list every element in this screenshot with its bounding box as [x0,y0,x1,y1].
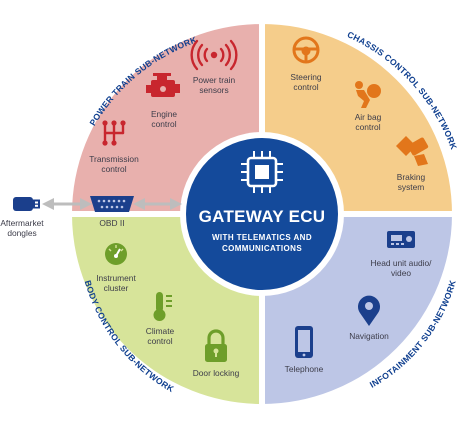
antenna-signal-icon [190,39,238,71]
transmission-control-label-1: Transmission [89,154,139,164]
steering-control-label-1: Steering [290,72,322,82]
power-train-sensors-label-1: Power train [193,75,236,85]
thermometer-icon [153,292,172,321]
dongle-label-2: dongles [7,228,36,238]
gauge-icon [105,243,127,265]
gear-shift-icon [102,120,126,146]
radio-icon [387,231,415,248]
transmission-control-label-2: control [101,164,126,174]
door-locking-label: Door locking [193,368,240,378]
brake-pedal-icon [396,136,429,166]
steering-control-label-2: control [293,82,318,92]
airbag-control-label-1: Air bag [355,112,382,122]
chip-icon [241,151,283,193]
climate-control-label-1: Climate [146,326,175,336]
obd-label: OBD II [99,218,124,228]
instrument-cluster-label-2: cluster [104,283,129,293]
padlock-icon [205,329,227,362]
gateway-hub [186,138,338,290]
airbag-control-label-2: control [355,122,380,132]
engine-control-label-2: control [151,119,176,129]
obd-connector-icon [90,196,134,212]
power-train-sensors-label-2: sensors [199,85,228,95]
climate-control-label-2: control [147,336,172,346]
smartphone-icon [295,326,313,358]
engine-icon [146,73,180,97]
usb-dongle-icon [13,197,40,211]
gateway-subtitle-line2: COMMUNICATIONS [222,244,302,253]
instrument-cluster-label-1: Instrument [96,273,136,283]
gateway-subtitle-line1: WITH TELEMATICS AND [212,233,312,242]
airbag-icon [355,81,381,108]
gateway-title: GATEWAY ECU [199,207,326,226]
braking-system-label-2: system [398,182,425,192]
engine-control-label-1: Engine [151,109,177,119]
braking-system-label-1: Braking [397,172,426,182]
steering-wheel-icon [292,36,320,64]
head-unit-label-1: Head unit audio/ [371,258,433,268]
head-unit-label-2: video [391,268,411,278]
map-pin-icon [358,295,380,326]
dongle-label-1: Aftermarket [0,218,44,228]
navigation-label: Navigation [349,331,389,341]
telephone-label: Telephone [285,364,324,374]
